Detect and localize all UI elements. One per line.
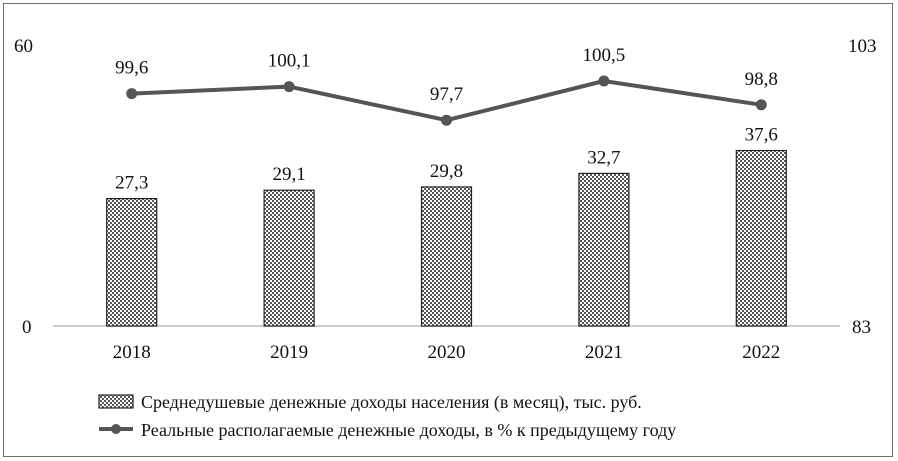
line-point-2020 [441, 114, 452, 126]
x-tick-2018: 2018 [113, 342, 151, 363]
y-left-tick-max: 60 [14, 36, 33, 57]
line-series: 99,6 100,1 97,7 100,5 98,8 [115, 45, 778, 126]
bar-2022 [735, 149, 787, 327]
y-right-tick-max: 103 [848, 36, 877, 57]
line-label-2019: 100,1 [268, 51, 311, 72]
line-point-2018 [126, 88, 138, 100]
legend-line-marker [111, 424, 121, 434]
legend-bar-label: Среднедушевые денежные доходы населения … [141, 392, 642, 413]
bar-2020 [420, 186, 473, 327]
x-axis-ticks: 2018 2019 2020 2021 2022 [113, 342, 781, 363]
line-point-2021 [598, 75, 610, 87]
legend-bar-swatch [98, 394, 134, 409]
legend: Среднедушевые денежные доходы населения … [98, 392, 676, 440]
x-tick-2019: 2019 [270, 342, 308, 363]
bar-label-2022: 37,6 [745, 125, 778, 146]
line-label-2018: 99,6 [115, 58, 148, 79]
bar-series: 27,3 29,1 29,8 32,7 37,6 [106, 125, 787, 327]
y-right-tick-min: 83 [852, 317, 871, 338]
line-label-2022: 98,8 [745, 69, 778, 90]
bar-label-2019: 29,1 [272, 164, 305, 185]
bar-label-2018: 27,3 [115, 173, 148, 194]
x-tick-2021: 2021 [585, 342, 623, 363]
bar-label-2021: 32,7 [587, 147, 620, 168]
bar-2019 [263, 189, 315, 327]
y-left-tick-min: 0 [22, 317, 32, 338]
legend-line-label: Реальные располагаемые денежные доходы, … [141, 420, 676, 440]
bar-2021 [578, 172, 630, 327]
x-tick-2020: 2020 [428, 342, 466, 363]
line-point-2019 [283, 81, 295, 93]
x-tick-2022: 2022 [742, 342, 780, 363]
line-label-2021: 100,5 [583, 45, 626, 66]
line-label-2020: 97,7 [430, 84, 463, 105]
line-point-2022 [755, 99, 767, 111]
bar-2018 [106, 198, 158, 327]
bar-label-2020: 29,8 [430, 161, 463, 182]
